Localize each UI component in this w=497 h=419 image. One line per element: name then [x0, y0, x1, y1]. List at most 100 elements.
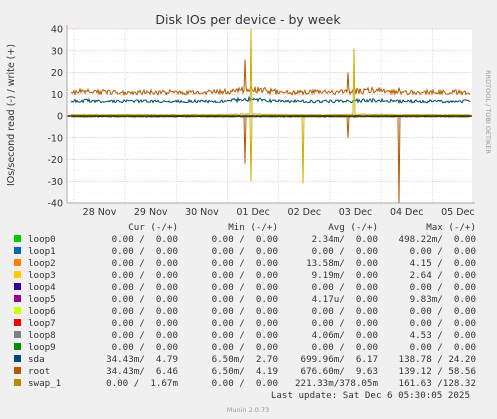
legend-avg: 0.00 / 0.00 [312, 246, 378, 257]
legend-cur: 0.00 / 0.00 [112, 234, 178, 245]
legend-avg: 221.33m/378.05m [295, 378, 378, 389]
legend-max: 4.53 / 0.00 [410, 330, 476, 341]
y-tick-label: -20 [47, 155, 63, 166]
series-write-sda [70, 95, 471, 105]
legend-min: 0.00 / 0.00 [212, 342, 278, 353]
legend-cur: 0.00 / 0.00 [112, 318, 178, 329]
header-max: Max (-/+) [426, 222, 476, 233]
legend-cur: 0.00 / 0.00 [112, 270, 178, 281]
legend-max: 0.00 / 0.00 [410, 282, 476, 293]
legend-row: loop8 0.00 / 0.00 0.00 / 0.00 4.06m/ 0.00 4.… [14, 330, 476, 341]
legend-min: 0.00 / 0.00 [212, 330, 278, 341]
legend-name: loop0 [28, 234, 56, 245]
legend-avg: 9.19m/ 0.00 [312, 270, 378, 281]
legend-headers: Cur (-/+) Min (-/+) Avg (-/+) Max (-/+) [128, 222, 476, 233]
legend-name: loop2 [28, 258, 56, 269]
legend-row: loop3 0.00 / 0.00 0.00 / 0.00 9.19m/ 0.00 2.… [14, 270, 476, 281]
legend-cur: 0.00 / 0.00 [112, 294, 178, 305]
legend-min: 0.00 / 0.00 [212, 378, 278, 389]
y-tick-label: 30 [51, 46, 63, 57]
legend-avg: 0.00 / 0.00 [312, 306, 378, 317]
legend-avg: 0.00 / 0.00 [312, 282, 378, 293]
legend-max: 498.22m/ 0.00 [399, 234, 476, 245]
legend-row: loop0 0.00 / 0.00 0.00 / 0.00 2.34m/ 0.00 49… [14, 234, 476, 245]
x-tick-label: 02 Dec [288, 207, 322, 218]
legend-swatch [14, 283, 21, 290]
y-tick-label: 0 [57, 112, 63, 123]
legend-name: loop9 [28, 342, 56, 353]
x-tick-label: 30 Nov [185, 207, 219, 218]
legend-avg: 0.00 / 0.00 [312, 318, 378, 329]
legend-name: loop1 [28, 246, 56, 257]
legend-max: 2.64 / 0.00 [410, 270, 476, 281]
legend-name: loop8 [28, 330, 56, 341]
legend-min: 0.00 / 0.00 [212, 318, 278, 329]
legend-rows: loop0 0.00 / 0.00 0.00 / 0.00 2.34m/ 0.00 49… [14, 234, 476, 389]
legend-row: loop9 0.00 / 0.00 0.00 / 0.00 0.00 / 0.00 0.… [14, 342, 476, 353]
y-tick-label: -10 [47, 133, 63, 144]
legend-max: 0.00 / 0.00 [410, 246, 476, 257]
y-tick-label: -30 [47, 177, 63, 188]
legend-name: sda [28, 354, 45, 365]
legend-max: 0.00 / 0.00 [410, 306, 476, 317]
legend-max: 4.15 / 0.00 [410, 258, 476, 269]
legend-name: loop6 [28, 306, 56, 317]
legend-name: loop3 [28, 270, 56, 281]
legend-avg: 676.60m/ 9.63 [301, 366, 378, 377]
legend-swatch [14, 355, 21, 362]
x-tick-labels: 28 Nov 29 Nov 30 Nov 01 Dec 02 Dec 03 Dec 04 D… [83, 207, 475, 218]
legend-name: root [28, 366, 50, 377]
legend-swatch [14, 367, 21, 374]
legend-row: swap_1 0.00 / 1.67m 0.00 / 0.00 221.33m/378… [14, 378, 476, 389]
legend-min: 6.50m/ 2.70 [212, 354, 278, 365]
legend-row: sda 34.43m/ 4.79 6.50m/ 2.70 699.96m/ 6.17 1… [14, 354, 476, 365]
last-update: Last update: Sat Dec 6 05:30:05 2025 [271, 390, 470, 401]
legend-swatch [14, 319, 21, 326]
legend-name: loop4 [28, 282, 56, 293]
legend-name: swap_1 [28, 378, 61, 389]
legend-min: 0.00 / 0.00 [212, 270, 278, 281]
legend-min: 0.00 / 0.00 [212, 294, 278, 305]
legend-swatch [14, 271, 21, 278]
y-axis-label: IOs/second read (-) / write (+) [6, 44, 17, 186]
legend-row: loop5 0.00 / 0.00 0.00 / 0.00 4.17u/ 0.00 9.… [14, 294, 476, 305]
header-cur: Cur (-/+) [128, 222, 178, 233]
legend-row: loop6 0.00 / 0.00 0.00 / 0.00 0.00 / 0.00 0.… [14, 306, 476, 317]
legend-min: 0.00 / 0.00 [212, 306, 278, 317]
x-tick-label: 28 Nov [83, 207, 117, 218]
legend-row: loop4 0.00 / 0.00 0.00 / 0.00 0.00 / 0.00 0.… [14, 282, 476, 293]
legend-max: 161.63 /128.32 [399, 378, 476, 389]
legend-swatch [14, 235, 21, 242]
legend-cur: 34.43m/ 4.79 [106, 354, 178, 365]
y-tick-label: 10 [51, 90, 63, 101]
header-avg: Avg (-/+) [328, 222, 378, 233]
legend-cur: 0.00 / 0.00 [112, 282, 178, 293]
y-tick-label: 20 [51, 68, 63, 79]
legend-min: 0.00 / 0.00 [212, 246, 278, 257]
legend-swatch [14, 379, 21, 386]
legend-min: 0.00 / 0.00 [212, 234, 278, 245]
legend-cur: 34.43m/ 6.46 [106, 366, 178, 377]
legend-cur: 0.00 / 0.00 [112, 258, 178, 269]
legend-cur: 0.00 / 0.00 [112, 246, 178, 257]
legend-cur: 0.00 / 1.67m [106, 378, 178, 389]
legend-swatch [14, 247, 21, 254]
legend-row: root 34.43m/ 6.46 6.50m/ 4.19 676.60m/ 9.63… [14, 366, 476, 377]
legend-min: 6.50m/ 4.19 [212, 366, 278, 377]
legend-avg: 13.58m/ 0.00 [306, 258, 378, 269]
legend-cur: 0.00 / 0.00 [112, 330, 178, 341]
legend-cur: 0.00 / 0.00 [112, 306, 178, 317]
legend-swatch [14, 331, 21, 338]
legend-row: loop2 0.00 / 0.00 0.00 / 0.00 13.58m/ 0.00 4… [14, 258, 476, 269]
legend-max: 9.83m/ 0.00 [410, 294, 476, 305]
legend-min: 0.00 / 0.00 [212, 282, 278, 293]
legend-max: 0.00 / 0.00 [410, 342, 476, 353]
munin-version: Munin 2.0.73 [227, 406, 270, 414]
series-write-swap_1 [70, 28, 471, 116]
legend-avg: 0.00 / 0.00 [312, 342, 378, 353]
y-tick-label: 40 [51, 25, 63, 36]
legend-cur: 0.00 / 0.00 [112, 342, 178, 353]
legend-max: 138.78 / 24.20 [399, 354, 476, 365]
